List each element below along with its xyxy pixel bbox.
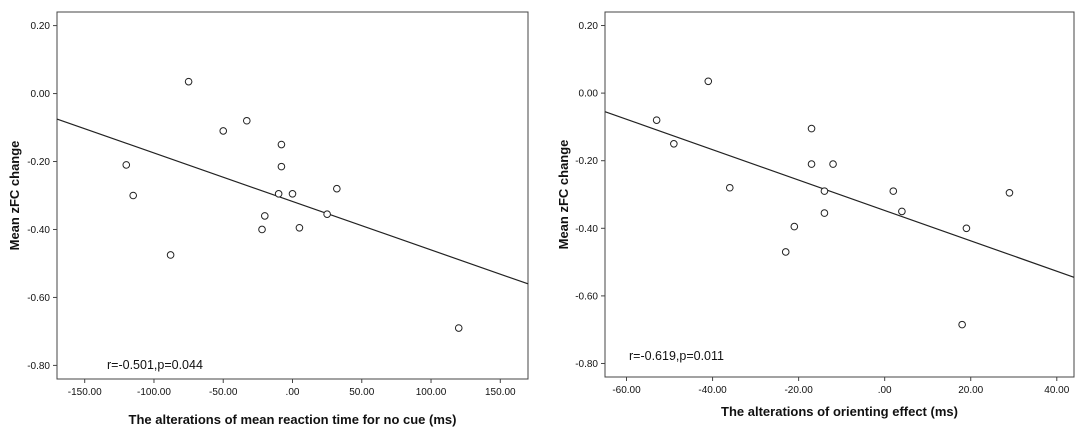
- data-point: [820, 187, 829, 195]
- data-point: [260, 212, 269, 220]
- data-point: [295, 223, 304, 232]
- data-point: [670, 140, 678, 148]
- data-point: [725, 183, 734, 192]
- data-point: [962, 224, 971, 233]
- fit-line: [604, 111, 1075, 278]
- data-point: [258, 225, 266, 234]
- data-point: [129, 191, 137, 200]
- y-tick-label: 0.00: [31, 89, 51, 100]
- y-tick-label: -0.80: [575, 359, 598, 370]
- y-tick-label: -0.60: [27, 293, 50, 304]
- y-tick-label: -0.40: [575, 224, 598, 235]
- correlation-annotation: r=-0.619,p=0.011: [629, 349, 724, 363]
- data-point: [652, 116, 661, 124]
- y-tick-label: -0.40: [27, 225, 50, 236]
- data-point: [807, 160, 816, 168]
- scatter-chart-reaction-time: 0.20 0.00 -0.20 -0.40 -0.60 -0.80 -150.00 -100.…: [7, 11, 529, 427]
- data-point: [122, 161, 131, 169]
- y-tick-label: -0.80: [27, 361, 50, 372]
- x-tick-label: 100.00: [416, 387, 447, 398]
- y-tick-label: -0.20: [27, 157, 50, 168]
- x-tick-label: 50.00: [349, 387, 374, 398]
- data-point: [274, 190, 283, 198]
- data-point: [166, 251, 175, 259]
- data-point: [323, 210, 331, 218]
- data-point: [790, 222, 799, 231]
- scatter-panel-right: 0.20 0.00 -0.20 -0.40 -0.60 -0.80 -60.00 -40.00…: [548, 0, 1084, 435]
- data-point: [829, 160, 837, 168]
- x-tick-label: -150.00: [68, 387, 102, 398]
- data-point: [807, 124, 816, 133]
- y-axis-title: Mean zFC change: [7, 141, 22, 251]
- x-tick-label: 40.00: [1044, 385, 1069, 396]
- y-tick-label: 0.00: [579, 89, 599, 100]
- x-tick-label: 150.00: [485, 387, 516, 398]
- x-axis-title: The alterations of mean reaction time fo…: [129, 412, 457, 427]
- data-point: [277, 140, 286, 149]
- data-point: [781, 248, 790, 256]
- data-point: [820, 209, 829, 217]
- data-point: [898, 207, 906, 216]
- data-point: [288, 190, 297, 198]
- y-tick-label: -0.20: [575, 156, 598, 167]
- data-point: [333, 184, 341, 193]
- data-point: [242, 116, 251, 125]
- x-tick-label: -100.00: [137, 387, 171, 398]
- scatter-chart-orienting-effect: 0.20 0.00 -0.20 -0.40 -0.60 -0.80 -60.00 -40.00…: [556, 11, 1075, 419]
- y-axis-title: Mean zFC change: [556, 140, 571, 250]
- data-point: [219, 127, 228, 135]
- fit-line: [56, 118, 529, 285]
- y-tick-label: 0.20: [579, 21, 599, 32]
- data-point: [889, 187, 898, 195]
- scatter-panel-left: 0.20 0.00 -0.20 -0.40 -0.60 -0.80 -150.00 -100.…: [0, 0, 540, 435]
- x-axis-title: The alterations of orienting effect (ms): [721, 404, 958, 419]
- x-tick-label: -60.00: [612, 385, 641, 396]
- x-tick-label: -40.00: [698, 385, 727, 396]
- x-tick-label: .00: [286, 387, 300, 398]
- data-point: [1005, 189, 1014, 197]
- x-tick-label: 20.00: [958, 385, 983, 396]
- data-point: [958, 320, 966, 329]
- y-tick-label: 0.20: [31, 21, 51, 32]
- data-point: [184, 77, 193, 86]
- data-point: [454, 324, 463, 332]
- x-tick-label: -20.00: [784, 385, 813, 396]
- x-tick-label: .00: [878, 385, 892, 396]
- x-tick-label: -50.00: [209, 387, 238, 398]
- correlation-annotation: r=-0.501,p=0.044: [107, 358, 203, 372]
- data-point: [704, 77, 713, 86]
- y-tick-label: -0.60: [575, 291, 598, 302]
- data-point: [277, 162, 286, 171]
